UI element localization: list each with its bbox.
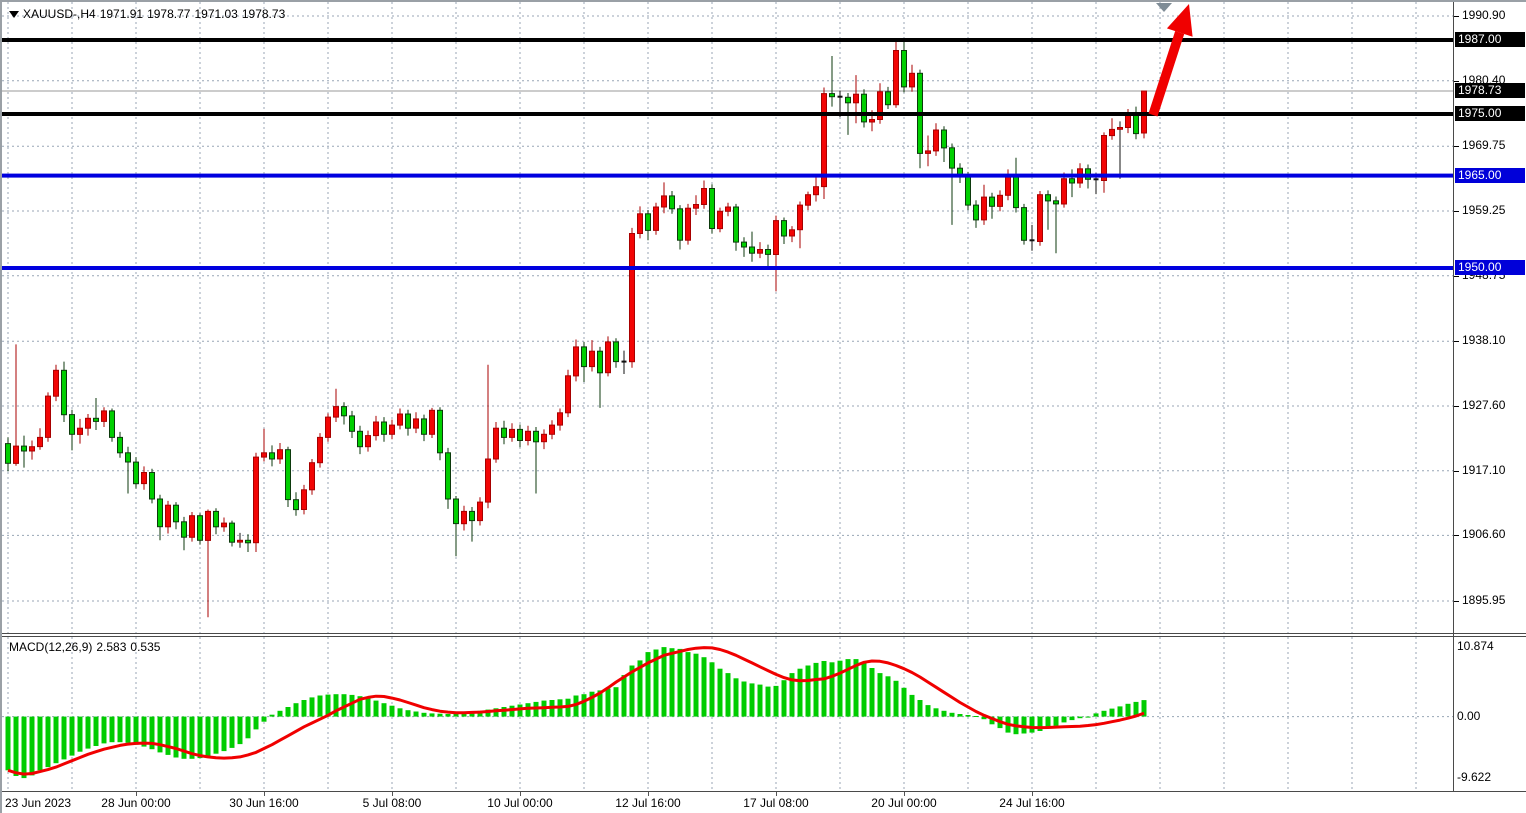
time-tick-label: 20 Jul 00:00 <box>871 796 937 810</box>
price-tick-mark <box>1454 276 1459 277</box>
time-tick-label: 10 Jul 00:00 <box>487 796 553 810</box>
price-tick-mark <box>1454 16 1459 17</box>
price-level-badge: 1978.73 <box>1455 83 1525 98</box>
ohlc-open: 1971.91 <box>99 7 144 21</box>
macd-indicator-area[interactable] <box>2 637 1453 791</box>
time-axis[interactable]: 23 Jun 2023 28 Jun 00:00 30 Jun 16:00 5 Jul… <box>2 792 1526 813</box>
time-tick-label: 17 Jul 08:00 <box>743 796 809 810</box>
panel-divider-top <box>2 633 1526 634</box>
macd-main-value: 2.583 <box>96 640 127 654</box>
time-tick-label: 28 Jun 00:00 <box>101 796 171 810</box>
price-tick-label: 1906.60 <box>1462 527 1506 541</box>
annotation-arrow-shaft <box>1148 31 1185 117</box>
price-tick-mark <box>1454 341 1459 342</box>
macd-tick-label: 0.00 <box>1457 709 1481 723</box>
price-tick-mark <box>1454 406 1459 407</box>
time-tick-label: 5 Jul 08:00 <box>362 796 422 810</box>
time-tick-mark <box>520 792 521 796</box>
time-tick-label: 30 Jun 16:00 <box>229 796 299 810</box>
price-tick-label: 1969.75 <box>1462 138 1506 152</box>
price-tick-label: 1927.60 <box>1462 398 1506 412</box>
price-tick-label: 1990.90 <box>1462 8 1506 22</box>
price-level-badge: 1965.00 <box>1455 168 1525 183</box>
price-tick-mark <box>1454 471 1459 472</box>
current-bar-marker-icon <box>1156 3 1172 12</box>
macd-signal-line <box>7 646 1145 776</box>
price-tick-mark <box>1454 601 1459 602</box>
time-tick-label: 23 Jun 2023 <box>5 796 72 810</box>
price-tick-label: 1917.10 <box>1462 463 1506 477</box>
macd-tick-label: -9.622 <box>1457 770 1492 784</box>
candlestick-plot <box>2 2 1453 633</box>
macd-plot <box>2 637 1453 791</box>
price-level-badge: 1950.00 <box>1455 260 1525 275</box>
macd-axis[interactable]: 10.874 0.00 -9.622 <box>1454 637 1526 791</box>
price-tick-mark <box>1454 146 1459 147</box>
time-tick-mark <box>136 792 137 796</box>
time-tick-mark <box>648 792 649 796</box>
annotation-arrow-head <box>1166 4 1193 37</box>
macd-tick-label: 10.874 <box>1457 639 1494 653</box>
macd-indicator-label: MACD(12,26,9) 2.583 0.535 <box>9 640 164 654</box>
price-axis-separator <box>1453 2 1454 791</box>
ohlc-high: 1978.77 <box>147 7 191 21</box>
symbol-info-header: XAUUSD-,H4 1971.91 1978.77 1971.03 1978.73 <box>9 7 289 21</box>
ohlc-close: 1978.73 <box>241 7 286 21</box>
macd-signal-value: 0.535 <box>130 640 161 654</box>
time-tick-mark <box>1032 792 1033 796</box>
time-tick-label: 24 Jul 16:00 <box>999 796 1065 810</box>
time-tick-mark <box>904 792 905 796</box>
price-tick-label: 1895.95 <box>1462 593 1506 607</box>
macd-name: MACD(12,26,9) <box>9 640 93 654</box>
price-level-badge: 1987.00 <box>1455 32 1525 47</box>
symbol-period-label: XAUUSD-,H4 <box>23 7 96 21</box>
price-tick-mark <box>1454 535 1459 536</box>
price-tick-mark <box>1454 81 1459 82</box>
time-tick-label: 12 Jul 16:00 <box>615 796 681 810</box>
time-tick-mark <box>776 792 777 796</box>
price-level-badge: 1975.00 <box>1455 106 1525 121</box>
price-tick-label: 1938.10 <box>1462 333 1506 347</box>
price-tick-label: 1959.25 <box>1462 203 1506 217</box>
ohlc-low: 1971.03 <box>194 7 238 21</box>
price-chart-area[interactable] <box>2 2 1453 633</box>
time-tick-mark <box>264 792 265 796</box>
time-tick-mark <box>392 792 393 796</box>
time-axis-separator <box>2 791 1526 792</box>
price-tick-mark <box>1454 211 1459 212</box>
panel-divider-bottom[interactable] <box>2 636 1526 637</box>
symbol-dropdown-icon[interactable] <box>9 11 19 19</box>
price-axis[interactable]: 1990.90 1980.40 1969.75 1959.25 1948.75 1938.… <box>1454 2 1526 633</box>
